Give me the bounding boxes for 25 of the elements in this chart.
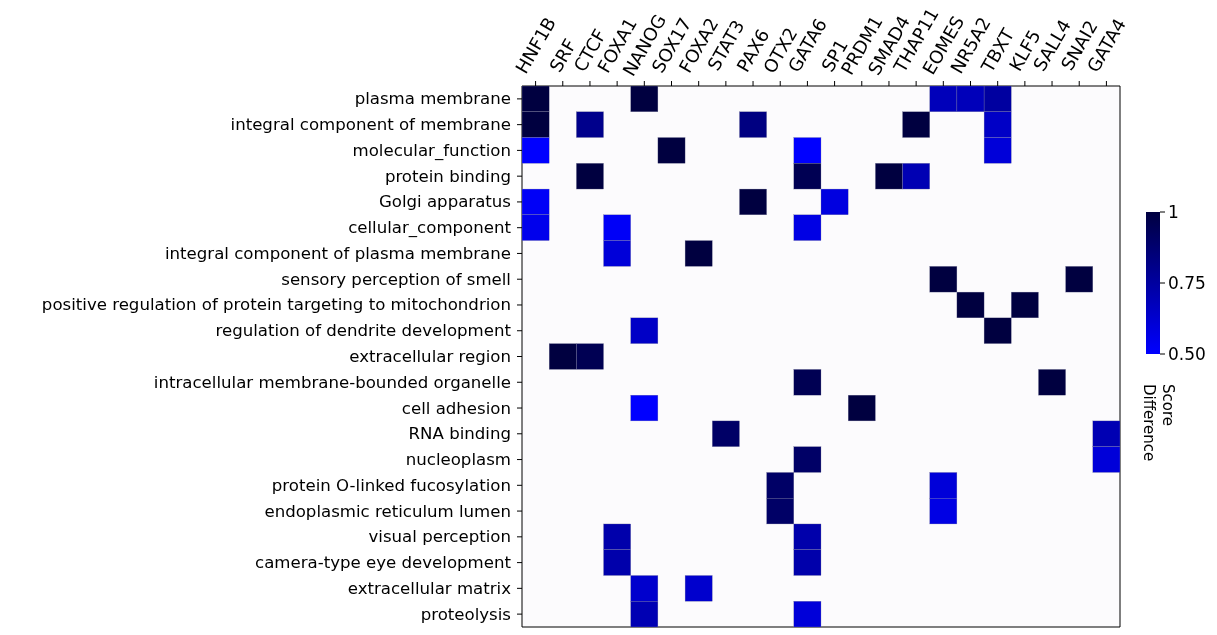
y-tick-label: regulation of dendrite development (215, 321, 512, 341)
y-tick-label: Golgi apparatus (378, 192, 511, 212)
y-tick-label: cellular_component (348, 218, 512, 239)
y-tick-label: proteolysis (420, 604, 511, 624)
y-tick-label: protein O-linked fucosylation (271, 475, 511, 495)
y-tick-label: positive regulation of protein targeting to mitochondrion (41, 295, 511, 315)
color-bar-title: Difference Score (1140, 384, 1177, 462)
y-tick-label: protein binding (384, 166, 511, 186)
y-tick-label: extracellular region (349, 347, 511, 366)
color-bar-label: 1 (1168, 202, 1179, 222)
y-tick-label: integral component of plasma membrane (164, 243, 511, 263)
y-tick-label: plasma membrane (354, 89, 511, 109)
y-tick-label: intracellular membrane-bounded organelle (153, 372, 511, 392)
y-tick-label: camera-type eye development (255, 553, 512, 573)
y-tick-label: cell adhesion (401, 398, 511, 418)
color-bar-label: 0.50 (1168, 344, 1206, 364)
y-tick-label: endoplasmic reticulum lumen (264, 501, 511, 521)
color-bar-label: 0.75 (1168, 273, 1206, 293)
y-tick-label: visual perception (368, 527, 511, 547)
y-tick-label: RNA binding (408, 424, 511, 444)
y-tick-label: extracellular matrix (347, 578, 512, 598)
y-tick-label: integral component of membrane (230, 115, 511, 135)
y-tick-label: sensory perception of smell (281, 269, 511, 289)
y-tick-label: nucleoplasm (405, 450, 511, 470)
y-tick-label: molecular_function (352, 140, 511, 161)
